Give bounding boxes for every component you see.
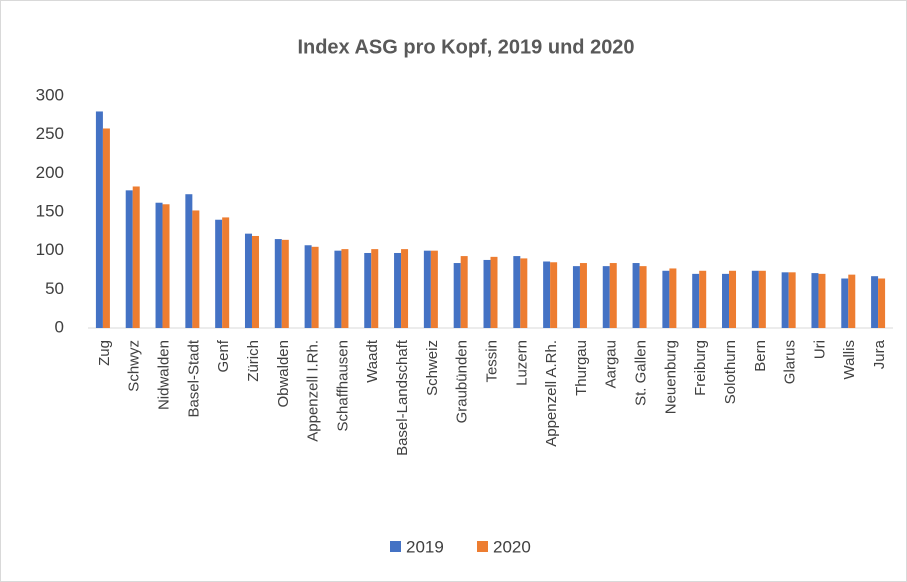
bar: [639, 266, 647, 328]
x-tick-label: Solothurn: [722, 340, 739, 404]
chart-title: Index ASG pro Kopf, 2019 und 2020: [297, 36, 634, 58]
x-tick-label: Thurgau: [573, 340, 590, 396]
x-tick-label: Nidwalden: [156, 340, 173, 410]
bar: [132, 186, 140, 328]
bar: [669, 268, 677, 328]
x-tick-label: Schwyz: [126, 340, 143, 392]
bar: [841, 278, 849, 328]
bar: [341, 249, 349, 328]
bar: [125, 190, 133, 328]
x-tick-label: Graubünden: [454, 340, 471, 423]
bar: [811, 273, 819, 328]
legend-label: 2020: [493, 537, 531, 556]
bar: [281, 239, 289, 328]
y-tick-label: 200: [36, 163, 64, 182]
x-tick-label: Schaffhausen: [334, 340, 351, 431]
x-tick-label: Zug: [96, 340, 113, 366]
bar: [192, 210, 200, 328]
x-tick-label: Luzern: [513, 340, 530, 386]
bar: [185, 194, 193, 328]
bar: [878, 278, 886, 328]
bar: [632, 263, 640, 328]
bar: [311, 246, 319, 328]
bar: [453, 263, 461, 328]
legend-swatch: [390, 541, 401, 552]
bar: [729, 270, 737, 328]
bar: [602, 266, 610, 328]
y-tick-label: 150: [36, 201, 64, 220]
x-tick-label: Schweiz: [424, 340, 441, 396]
legend-label: 2019: [406, 537, 444, 556]
bar: [304, 245, 312, 328]
bar: [722, 273, 730, 328]
x-tick-label: Basel-Landschaft: [394, 339, 411, 456]
bar: [758, 270, 766, 328]
x-tick-label: Bern: [752, 340, 769, 372]
bar: [788, 272, 796, 328]
y-tick-label: 0: [55, 317, 64, 336]
bar: [871, 276, 879, 328]
x-tick-label: St. Gallen: [633, 340, 650, 406]
bar: [334, 250, 342, 328]
bar: [401, 249, 409, 328]
legend-swatch: [477, 541, 488, 552]
x-tick-label: Neuenburg: [662, 340, 679, 414]
x-tick-label: Basel-Stadt: [185, 339, 202, 417]
bar: [520, 258, 528, 328]
y-tick-label: 250: [36, 124, 64, 143]
x-tick-label: Wallis: [841, 340, 858, 379]
bar: [222, 217, 230, 328]
bar: [423, 250, 431, 328]
bar: [155, 202, 163, 328]
bar: [781, 272, 789, 328]
x-tick-label: Uri: [811, 340, 828, 359]
bar: [394, 252, 402, 328]
bar: [848, 274, 856, 328]
bar: [274, 239, 282, 328]
x-tick-label: Waadt: [364, 339, 381, 383]
bar: [460, 256, 468, 328]
bar: [215, 219, 223, 328]
bar: [751, 270, 759, 328]
x-tick-label: Appenzell A.Rh.: [543, 340, 560, 447]
bar: [364, 252, 372, 328]
bar: [662, 270, 670, 328]
x-tick-label: Jura: [871, 339, 888, 369]
bar: [102, 128, 110, 328]
x-tick-label: Genf: [215, 339, 232, 372]
bar: [490, 256, 498, 328]
bar: [430, 250, 438, 328]
bar: [609, 263, 617, 328]
bar: [699, 270, 707, 328]
y-tick-label: 300: [36, 85, 64, 104]
bar: [251, 235, 259, 328]
x-tick-label: Glarus: [782, 340, 799, 384]
bar: [513, 256, 521, 328]
x-tick-label: Tessin: [483, 340, 500, 383]
x-tick-label: Appenzell I.Rh.: [305, 340, 322, 442]
x-tick-label: Zürich: [245, 340, 262, 382]
y-tick-label: 100: [36, 240, 64, 259]
x-tick-label: Aargau: [603, 340, 620, 388]
x-tick-label: Obwalden: [275, 340, 292, 408]
bar: [244, 233, 252, 328]
bar: [550, 262, 558, 328]
y-tick-label: 50: [45, 279, 64, 298]
bar: [572, 266, 580, 328]
bar: [818, 273, 826, 328]
bar: [95, 111, 103, 328]
bar: [692, 273, 700, 328]
bar: [162, 204, 170, 328]
bar: [579, 263, 587, 328]
bar: [371, 249, 379, 328]
x-tick-label: Freiburg: [692, 340, 709, 396]
bar: [483, 259, 491, 328]
bar: [543, 261, 551, 328]
